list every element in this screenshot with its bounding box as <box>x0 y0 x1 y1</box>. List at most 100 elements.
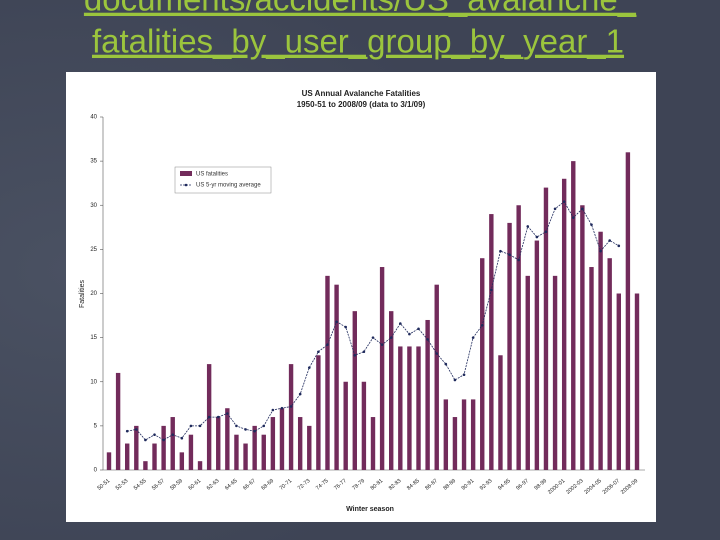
moving-average-point <box>317 350 320 354</box>
moving-average-point <box>135 428 138 431</box>
bar <box>161 425 166 470</box>
y-tick-label: 25 <box>90 247 97 253</box>
moving-average-point <box>417 327 420 331</box>
moving-average-point <box>462 373 466 376</box>
moving-average-point <box>553 207 557 211</box>
bar <box>489 214 494 470</box>
bar <box>216 417 221 470</box>
y-tick-label: 5 <box>94 423 98 429</box>
x-axis-label: Winter season <box>346 506 394 513</box>
bar <box>188 434 194 470</box>
bar <box>398 346 403 470</box>
bar <box>106 452 112 470</box>
moving-average-point <box>562 200 566 204</box>
y-tick-label: 40 <box>90 115 97 121</box>
moving-average-point <box>198 424 202 428</box>
bar <box>552 275 558 470</box>
bar <box>389 311 394 470</box>
legend-label: US 5-yr moving average <box>196 183 261 189</box>
bar <box>425 319 430 470</box>
moving-average-point <box>435 352 439 355</box>
moving-average-point <box>162 438 165 442</box>
bar <box>452 417 458 470</box>
bar <box>252 425 257 470</box>
bar <box>516 205 521 470</box>
moving-average-point <box>335 320 338 324</box>
bar <box>152 443 157 470</box>
moving-average-point <box>599 249 602 253</box>
moving-average-point <box>517 258 520 262</box>
bar <box>288 364 294 470</box>
moving-average-point <box>353 353 357 357</box>
moving-average-point <box>153 433 156 437</box>
bar <box>498 355 503 470</box>
y-tick-label: 15 <box>90 335 97 341</box>
bar <box>580 205 585 470</box>
bar <box>243 443 248 470</box>
moving-average-point <box>453 378 457 382</box>
y-axis-label: Fatalities <box>79 279 86 308</box>
bar <box>125 443 130 470</box>
moving-average-point <box>617 244 621 248</box>
bar <box>443 399 449 470</box>
bar <box>234 434 239 470</box>
moving-average-point <box>144 438 147 442</box>
moving-average-point <box>508 253 511 256</box>
legend-label: US fatalities <box>196 172 228 178</box>
moving-average-point <box>280 406 284 410</box>
moving-average-point <box>244 428 247 431</box>
bar <box>297 417 303 470</box>
bar <box>407 346 412 470</box>
moving-average-point <box>271 408 275 412</box>
bar <box>616 293 621 470</box>
moving-average-point <box>408 332 411 336</box>
bar <box>134 425 139 470</box>
bar <box>589 267 594 470</box>
bar <box>379 267 385 470</box>
bar <box>598 231 603 470</box>
moving-average-point <box>298 392 302 396</box>
moving-average-point <box>490 288 493 292</box>
bar <box>325 275 330 470</box>
bar <box>179 452 185 470</box>
bar <box>343 381 348 470</box>
bar <box>370 417 376 470</box>
moving-average-point <box>380 343 384 346</box>
moving-average-point <box>262 424 266 428</box>
chart-subtitle: 1950-51 to 2008/09 (data to 3/1/09) <box>297 100 426 109</box>
bar <box>571 161 576 470</box>
chart-title: US Annual Avalanche Fatalities <box>302 89 421 98</box>
moving-average-point <box>544 230 548 234</box>
y-tick-label: 20 <box>90 291 97 297</box>
y-tick-label: 10 <box>90 379 97 385</box>
bar <box>225 408 230 470</box>
moving-average-point <box>216 415 220 419</box>
moving-average-point <box>590 223 593 226</box>
legend-swatch <box>184 183 188 187</box>
moving-average-point <box>526 225 530 228</box>
moving-average-point <box>207 415 211 419</box>
bar <box>625 152 631 471</box>
moving-average-point <box>444 362 448 366</box>
y-tick-label: 0 <box>94 468 98 474</box>
moving-average-point <box>471 336 475 339</box>
bar <box>352 311 357 470</box>
slide-title: fatalities_by_user_group_by_year_1 <box>92 23 624 60</box>
moving-average-point <box>389 336 393 339</box>
bar <box>416 346 421 470</box>
moving-average-point <box>499 249 502 253</box>
moving-average-point <box>581 207 584 211</box>
legend-swatch <box>180 171 192 176</box>
bar <box>607 258 612 470</box>
bar <box>279 408 285 470</box>
bar <box>334 284 339 470</box>
moving-average-point <box>226 412 229 415</box>
bar <box>525 275 530 470</box>
moving-average-point <box>399 322 402 325</box>
bar <box>316 355 321 470</box>
bar <box>634 293 640 470</box>
bar <box>307 425 312 470</box>
bar <box>461 399 467 470</box>
moving-average-point <box>171 433 175 437</box>
